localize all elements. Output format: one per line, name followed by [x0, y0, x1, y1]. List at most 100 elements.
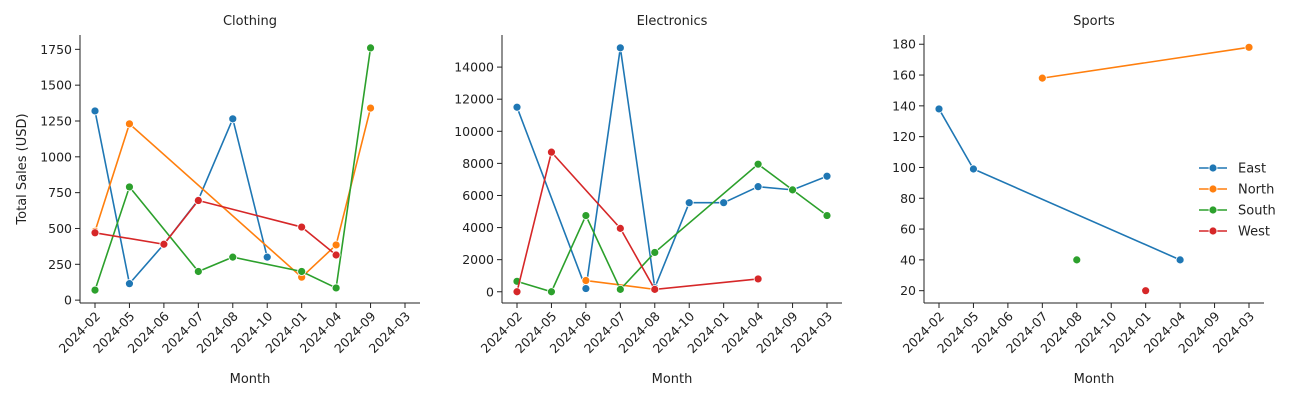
- legend-label: East: [1238, 162, 1266, 177]
- series-line: [1042, 46, 1250, 79]
- data-point: [615, 223, 625, 233]
- data-point: [512, 102, 522, 112]
- y-axis-label: Total Sales (USD): [15, 113, 30, 225]
- legend-item-south: South: [1199, 204, 1276, 219]
- series-north: [1037, 42, 1254, 83]
- y-tick-label: 14000: [454, 60, 494, 75]
- y-tick-label: 12000: [454, 92, 494, 107]
- y-tick-label: 250: [48, 257, 72, 272]
- series-line: [516, 163, 828, 293]
- y-tick-label: 8000: [462, 156, 494, 171]
- y-tick-label: 80: [900, 191, 916, 206]
- legend-marker: [1208, 184, 1218, 194]
- data-point: [228, 114, 238, 124]
- y-tick-label: 1250: [40, 113, 72, 128]
- series-west: [90, 196, 341, 260]
- data-point: [331, 240, 341, 250]
- series-west: [1141, 286, 1151, 296]
- series-line: [94, 107, 372, 279]
- series-south: [90, 43, 375, 295]
- legend-item-east: East: [1199, 162, 1266, 177]
- data-point: [581, 284, 591, 293]
- data-point: [753, 159, 763, 169]
- data-point: [615, 43, 625, 53]
- data-point: [193, 267, 203, 276]
- data-point: [650, 284, 660, 294]
- legend-label: North: [1238, 183, 1274, 198]
- data-point: [331, 283, 341, 293]
- x-axis-label: Month: [230, 372, 271, 387]
- series-west: [512, 147, 763, 297]
- series-east: [512, 43, 832, 293]
- panel-title: Electronics: [637, 14, 708, 29]
- data-point: [125, 182, 134, 192]
- legend-marker: [1208, 163, 1218, 173]
- series-south: [1072, 255, 1082, 265]
- panel-sports: Sports204060801001201401601802024-022024…: [892, 14, 1264, 387]
- panel-clothing: Clothing025050075010001250150017502024-0…: [15, 14, 420, 387]
- y-tick-label: 4000: [462, 220, 494, 235]
- data-point: [581, 211, 591, 220]
- y-tick-label: 2000: [462, 252, 494, 267]
- data-point: [125, 119, 134, 129]
- y-tick-label: 0: [64, 293, 72, 308]
- data-point: [753, 274, 763, 284]
- data-point: [753, 182, 763, 192]
- data-point: [297, 222, 307, 232]
- y-tick-label: 1750: [40, 42, 72, 57]
- y-tick-label: 0: [486, 284, 494, 299]
- data-point: [366, 103, 375, 113]
- panel-electronics: Electronics 0 2000 4000 6000 8000 10000 12000 14…: [454, 14, 842, 387]
- y-tick-label: 100: [892, 160, 916, 175]
- data-point: [547, 147, 556, 157]
- data-point: [650, 248, 660, 257]
- x-axis-label: Month: [1074, 372, 1115, 387]
- data-point: [1072, 255, 1082, 265]
- panel-title: Clothing: [223, 14, 277, 29]
- legend-label: West: [1238, 225, 1270, 240]
- y-tick-label: 20: [900, 283, 916, 298]
- x-axis-label: Month: [652, 372, 693, 387]
- y-tick-label: 40: [900, 252, 916, 267]
- data-point: [366, 43, 375, 53]
- y-tick-label: 160: [892, 68, 916, 83]
- data-point: [90, 285, 100, 295]
- data-point: [90, 228, 100, 238]
- series-line: [94, 110, 268, 286]
- data-point: [1175, 255, 1185, 265]
- series-line: [938, 108, 1181, 261]
- data-point: [262, 252, 272, 262]
- data-point: [547, 287, 556, 297]
- data-point: [1141, 286, 1151, 296]
- data-point: [581, 276, 591, 285]
- data-point: [125, 279, 134, 289]
- series-north: [90, 103, 375, 282]
- legend-marker: [1208, 205, 1218, 215]
- series-east: [934, 104, 1185, 265]
- y-tick-label: 120: [892, 129, 916, 144]
- y-tick-label: 140: [892, 98, 916, 113]
- legend-marker: [1208, 226, 1218, 236]
- y-tick-label: 500: [48, 221, 72, 236]
- y-tick-label: 10000: [454, 124, 494, 139]
- y-tick-label: 6000: [462, 188, 494, 203]
- data-point: [90, 106, 100, 116]
- y-tick-label: 1000: [40, 149, 72, 164]
- data-point: [969, 164, 978, 174]
- series-east: [90, 106, 272, 289]
- legend-item-west: West: [1199, 225, 1270, 240]
- data-point: [615, 284, 625, 294]
- y-tick-label: 60: [900, 222, 916, 237]
- data-point: [331, 250, 341, 260]
- legend-item-north: North: [1199, 183, 1274, 198]
- data-point: [1037, 73, 1047, 83]
- data-point: [934, 104, 944, 114]
- data-point: [512, 287, 522, 297]
- panel-title: Sports: [1073, 14, 1115, 29]
- data-point: [159, 239, 169, 249]
- data-point: [822, 211, 832, 220]
- y-tick-label: 180: [892, 37, 916, 52]
- data-point: [788, 185, 797, 195]
- series-line: [516, 47, 828, 291]
